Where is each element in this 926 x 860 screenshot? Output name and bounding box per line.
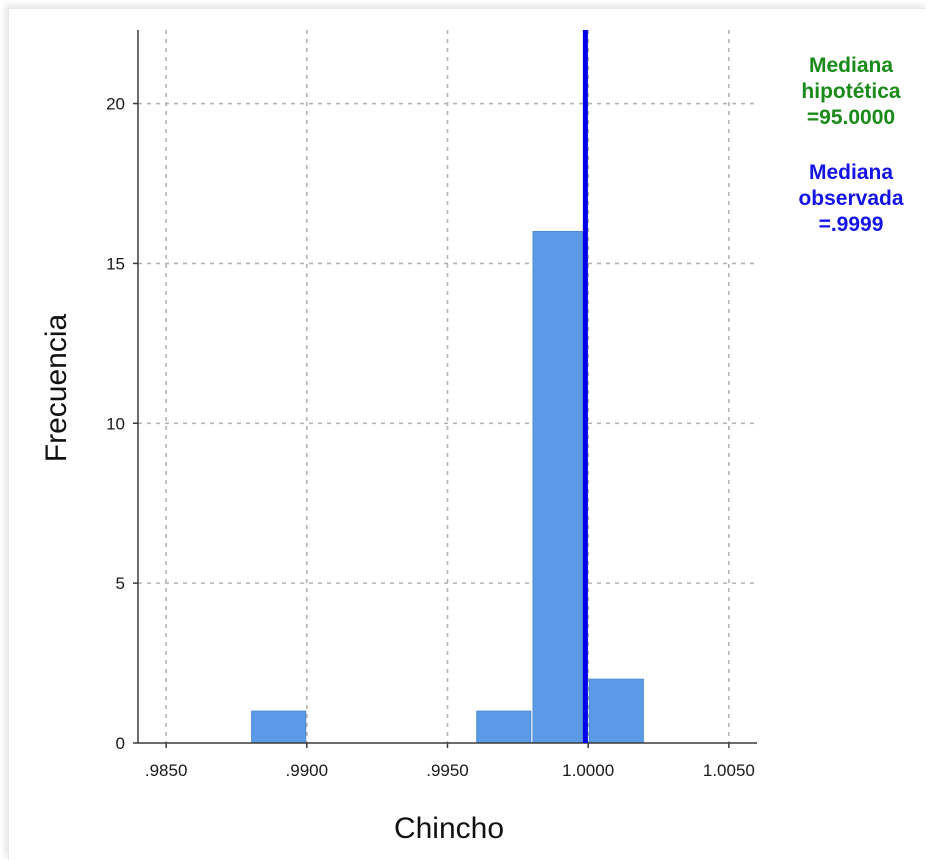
histogram-bar-3 xyxy=(588,678,644,744)
y-tick-label-0: 0 xyxy=(116,734,125,753)
x-tick-label-4: 1.0050 xyxy=(703,761,755,780)
chart-frame xyxy=(8,8,926,860)
observed-median-line-1: Mediana xyxy=(809,161,893,184)
hypothetical-median-annotation: Mediana hipotética =95.0000 xyxy=(801,54,900,129)
hypothetical-median-line-1: Mediana xyxy=(809,54,893,77)
x-tick-label-2: .9950 xyxy=(426,761,469,780)
y-tick-label-2: 10 xyxy=(106,414,125,433)
observed-median-annotation: Mediana observada =.9999 xyxy=(798,161,903,236)
histogram-bar-1 xyxy=(476,710,532,744)
observed-median-line-2: observada xyxy=(798,187,903,210)
histogram-bar-2 xyxy=(532,231,588,744)
histogram-bar-0 xyxy=(251,710,307,744)
x-tick-label-0: .9850 xyxy=(145,761,188,780)
x-tick-label-1: .9900 xyxy=(286,761,329,780)
observed-median-line-3: =.9999 xyxy=(819,213,884,236)
y-tick-label-4: 20 xyxy=(106,95,125,114)
histogram-bars xyxy=(251,231,644,744)
x-axis-title: Chincho xyxy=(394,812,504,845)
tick-labels: .9850 .9900 .9950 1.0000 1.0050 0 5 10 15 20 xyxy=(106,95,755,780)
y-tick-label-1: 5 xyxy=(116,574,125,593)
hypothetical-median-line-2: hipotética xyxy=(801,80,900,103)
x-tick-label-3: 1.0000 xyxy=(562,761,614,780)
y-tick-label-3: 15 xyxy=(106,254,125,273)
axes xyxy=(133,30,757,748)
hypothetical-median-line-3: =95.0000 xyxy=(807,106,895,129)
y-axis-title: Frecuencia xyxy=(40,313,73,462)
grid-lines xyxy=(138,30,757,743)
